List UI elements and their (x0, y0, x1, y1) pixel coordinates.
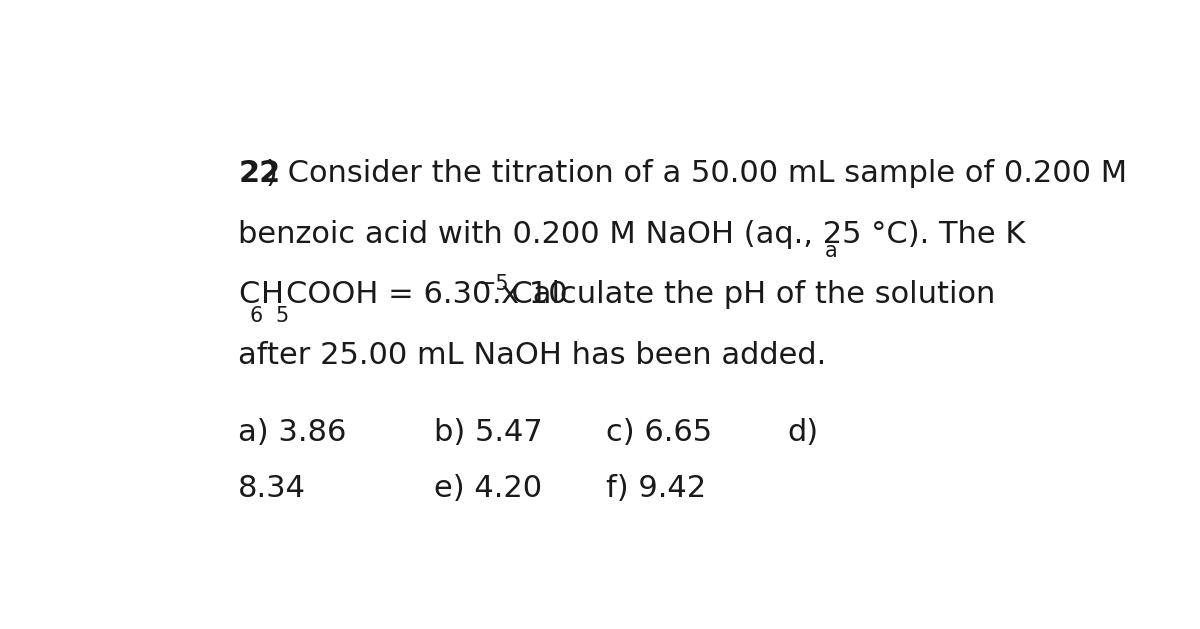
Text: e) 4.20: e) 4.20 (433, 474, 541, 503)
Text: −5: −5 (479, 274, 509, 294)
Text: d): d) (787, 418, 818, 447)
Text: H: H (262, 280, 284, 309)
Text: a) 3.86: a) 3.86 (239, 418, 347, 447)
Text: 5: 5 (275, 306, 288, 326)
Text: 6: 6 (250, 306, 263, 326)
Text: b) 5.47: b) 5.47 (433, 418, 542, 447)
Text: a: a (826, 241, 838, 261)
Text: c) 6.65: c) 6.65 (606, 418, 712, 447)
Text: f) 9.42: f) 9.42 (606, 474, 706, 503)
Text: benzoic acid with 0.200 M NaOH (aq., 25 °C). The K: benzoic acid with 0.200 M NaOH (aq., 25 … (239, 220, 1026, 248)
Text: 8.34: 8.34 (239, 474, 306, 503)
Text: 22: 22 (239, 159, 281, 188)
Text: COOH = 6.30 x 10: COOH = 6.30 x 10 (286, 280, 568, 309)
Text: . Calculate the pH of the solution: . Calculate the pH of the solution (492, 280, 996, 309)
Text: ) Consider the titration of a 50.00 mL sample of 0.200 M: ) Consider the titration of a 50.00 mL s… (266, 159, 1127, 188)
Text: after 25.00 mL NaOH has been added.: after 25.00 mL NaOH has been added. (239, 341, 827, 370)
Text: C: C (239, 280, 259, 309)
